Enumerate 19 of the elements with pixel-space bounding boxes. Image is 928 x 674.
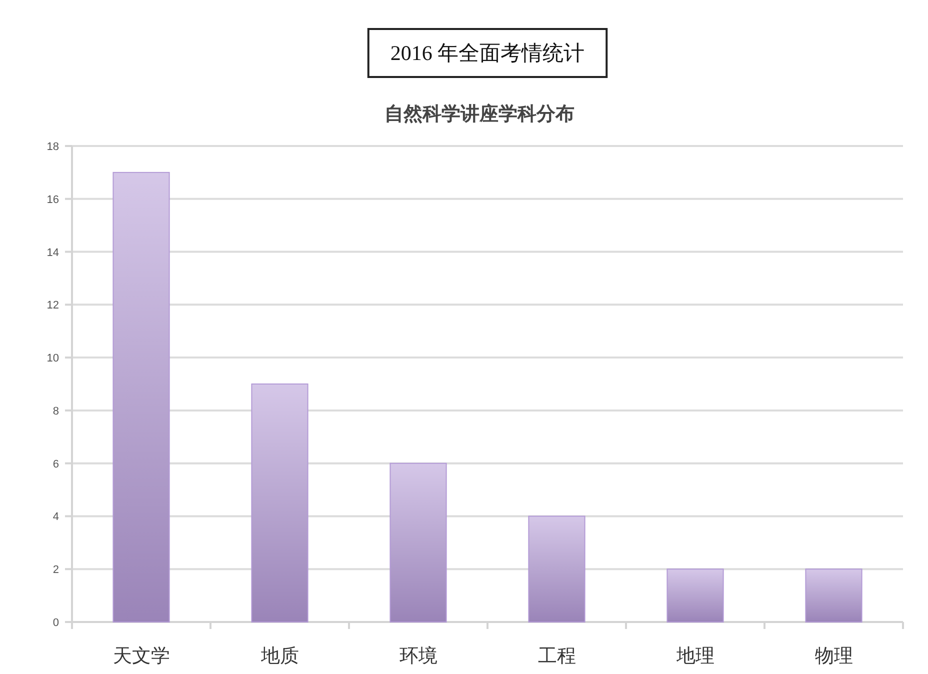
y-tick-label: 12 xyxy=(46,300,59,312)
y-tick-label: 16 xyxy=(46,194,59,206)
x-tick-label: 环境 xyxy=(399,645,438,667)
title-box: 2016 年全面考情统计 xyxy=(367,28,608,78)
x-tick-label: 地理 xyxy=(675,646,714,667)
x-tick-label: 物理 xyxy=(814,646,853,667)
y-tick-label: 18 xyxy=(46,141,59,153)
chart-subtitle: 自然科学讲座学科分布 xyxy=(384,103,574,125)
x-tick-label: 天文学 xyxy=(112,646,170,667)
y-tick-label: 14 xyxy=(46,246,59,259)
y-tick-label: 8 xyxy=(52,405,59,418)
y-tick-label: 10 xyxy=(46,352,59,365)
y-tick-label: 6 xyxy=(52,458,59,470)
x-tick-label: 工程 xyxy=(538,646,576,667)
y-tick-label: 0 xyxy=(52,617,59,629)
x-tick-label: 地质 xyxy=(260,646,299,667)
y-tick-label: 4 xyxy=(52,511,59,524)
y-tick-label: 2 xyxy=(52,564,59,576)
chart-title: 2016 年全面考情统计 xyxy=(390,41,585,65)
